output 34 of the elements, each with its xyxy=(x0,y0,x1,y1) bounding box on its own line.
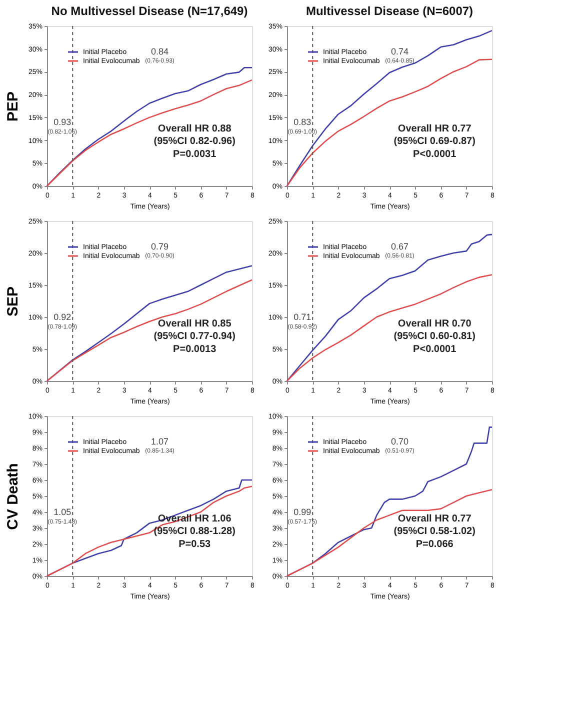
annotation: (95%CI 0.77-0.94) xyxy=(154,331,236,342)
y-axis-title: SEP xyxy=(4,286,22,317)
annotation: (95%CI 0.88-1.28) xyxy=(154,526,236,538)
annotation: 0.93 xyxy=(54,117,72,127)
annotation: 0.67 xyxy=(390,242,409,252)
annotation: 1.07 xyxy=(150,436,169,447)
annotation: P<0.0001 xyxy=(413,344,457,355)
chart-title: Multivessel Disease (N=6007) xyxy=(306,4,474,18)
annotation: 1.05 xyxy=(54,507,72,517)
annotation: (95%CI 0.69-0.87) xyxy=(394,136,476,148)
annotation: 0.99 xyxy=(294,507,312,517)
annotation: P=0.066 xyxy=(416,539,454,550)
annotation: 0.70 xyxy=(390,436,409,447)
annotation: 0.83 xyxy=(294,117,312,127)
annotation: 0.71 xyxy=(294,312,312,322)
annotation: Overall HR 0.85 xyxy=(158,318,232,330)
y-axis-title: CV Death xyxy=(4,463,22,530)
annotation: 0.74 xyxy=(390,46,409,57)
annotation: P=0.0013 xyxy=(173,344,217,355)
annotation: (95%CI 0.58-1.02) xyxy=(394,526,476,538)
annotation: P=0.0031 xyxy=(173,149,217,160)
y-axis-title: PEP xyxy=(4,91,22,122)
annotation: 0.84 xyxy=(150,46,169,57)
annotation: Overall HR 0.88 xyxy=(158,123,232,134)
chart-title: No Multivessel Disease (N=17,649) xyxy=(51,4,248,18)
annotation: Overall HR 0.77 xyxy=(398,123,472,134)
annotation: (95%CI 0.60-0.81) xyxy=(394,331,476,342)
annotation: P=0.53 xyxy=(178,539,212,550)
annotation: Overall HR 0.77 xyxy=(398,513,472,524)
annotation: 0.92 xyxy=(54,312,72,322)
annotation: Overall HR 0.70 xyxy=(398,318,472,330)
annotation: P<0.0001 xyxy=(413,149,457,160)
annotation: 0.79 xyxy=(150,242,169,252)
annotation: (95%CI 0.82-0.96) xyxy=(154,136,236,148)
